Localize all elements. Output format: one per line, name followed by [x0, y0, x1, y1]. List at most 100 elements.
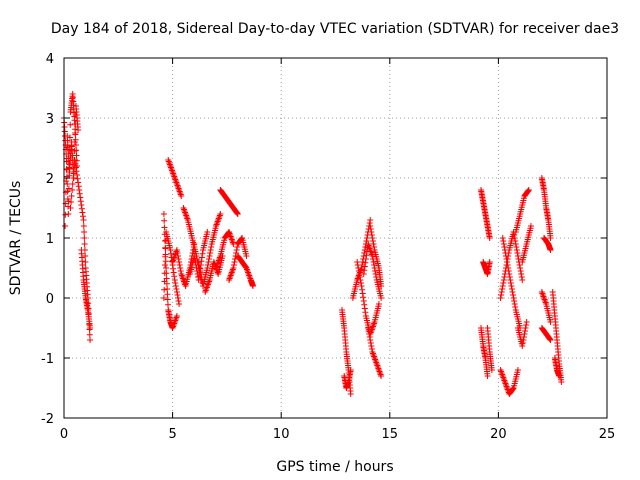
data-point: [359, 259, 366, 265]
data-point: [81, 241, 88, 247]
data-point: [358, 283, 365, 289]
data-point: [370, 259, 377, 265]
data-point: [80, 217, 87, 223]
data-point: [76, 187, 83, 193]
data-point: [80, 213, 87, 220]
data-point: [511, 235, 518, 241]
x-tick-label: 25: [599, 427, 616, 442]
data-point: [205, 256, 212, 262]
data-point: [196, 265, 203, 271]
data-point: [558, 379, 565, 385]
data-point: [360, 294, 367, 301]
data-point: [513, 247, 520, 253]
data-point: [173, 289, 180, 295]
data-point: [503, 253, 510, 259]
data-point: [197, 271, 204, 277]
data-point: [371, 244, 378, 250]
data-point: [207, 247, 214, 253]
data-point: [510, 295, 517, 301]
data-point: [501, 274, 508, 280]
data-point: [160, 295, 167, 301]
data-point: [68, 193, 75, 199]
data-point: [499, 235, 506, 241]
data-point: [371, 262, 378, 268]
data-point: [502, 250, 509, 256]
data-point: [77, 198, 84, 205]
data-point: [518, 274, 525, 280]
data-point: [176, 301, 183, 307]
data-point: [178, 193, 185, 199]
data-point: [547, 235, 554, 241]
data-point: [177, 268, 184, 274]
data-point: [512, 238, 519, 244]
x-tick-label: 0: [60, 427, 68, 442]
data-point: [367, 223, 374, 229]
data-point: [372, 271, 379, 277]
data-point: [507, 277, 514, 283]
data-point: [173, 313, 180, 319]
data-point: [173, 286, 180, 292]
y-axis-label: SDTVAR / TECUs: [8, 181, 24, 296]
data-point: [516, 262, 523, 268]
data-point: [359, 290, 366, 297]
data-point: [161, 270, 168, 277]
data-point: [233, 247, 240, 253]
data-point: [75, 127, 82, 133]
data-point: [162, 258, 169, 265]
data-point: [547, 337, 554, 343]
data-point: [234, 211, 241, 217]
data-point: [368, 343, 375, 349]
data-point: [527, 223, 534, 229]
data-point: [365, 328, 372, 334]
data-point: [369, 238, 376, 244]
data-point: [234, 244, 241, 250]
data-point: [369, 253, 376, 259]
data-point: [177, 265, 184, 271]
data-point: [505, 268, 512, 274]
data-point: [514, 253, 521, 259]
data-point: [167, 250, 174, 257]
data-point: [556, 373, 563, 379]
data-point: [519, 343, 526, 349]
data-point: [367, 340, 374, 346]
data-point: [368, 346, 375, 352]
data-point: [176, 262, 183, 268]
data-point: [74, 172, 81, 178]
data-point: [521, 331, 528, 337]
data-point: [378, 283, 385, 289]
data-point: [508, 286, 515, 292]
data-point: [77, 194, 84, 201]
data-point: [365, 325, 372, 331]
data-point: [191, 253, 198, 259]
data-point: [74, 175, 81, 182]
data-point: [230, 262, 237, 268]
data-point: [171, 273, 178, 280]
data-point: [506, 274, 513, 280]
data-point: [170, 269, 177, 276]
data-point: [354, 259, 361, 265]
y-tick-label: 2: [46, 172, 54, 187]
y-tick-label: 3: [46, 112, 54, 127]
data-point: [72, 164, 79, 171]
data-point: [161, 278, 168, 285]
data-point: [162, 245, 169, 252]
data-point: [72, 160, 79, 167]
data-point: [504, 259, 511, 265]
data-point: [515, 256, 522, 262]
data-point: [196, 262, 203, 268]
data-point: [81, 229, 88, 235]
data-point: [511, 301, 518, 307]
data-point: [81, 235, 88, 241]
data-point: [197, 268, 204, 274]
data-point: [507, 280, 514, 286]
data-point: [361, 267, 368, 274]
data-point: [366, 331, 373, 337]
data-point: [513, 244, 520, 250]
data-point: [208, 244, 215, 250]
data-point: [82, 253, 89, 259]
data-point: [369, 235, 376, 241]
data-point: [175, 253, 182, 259]
data-point: [362, 259, 369, 266]
data-point: [509, 289, 516, 295]
data-point: [500, 238, 507, 244]
